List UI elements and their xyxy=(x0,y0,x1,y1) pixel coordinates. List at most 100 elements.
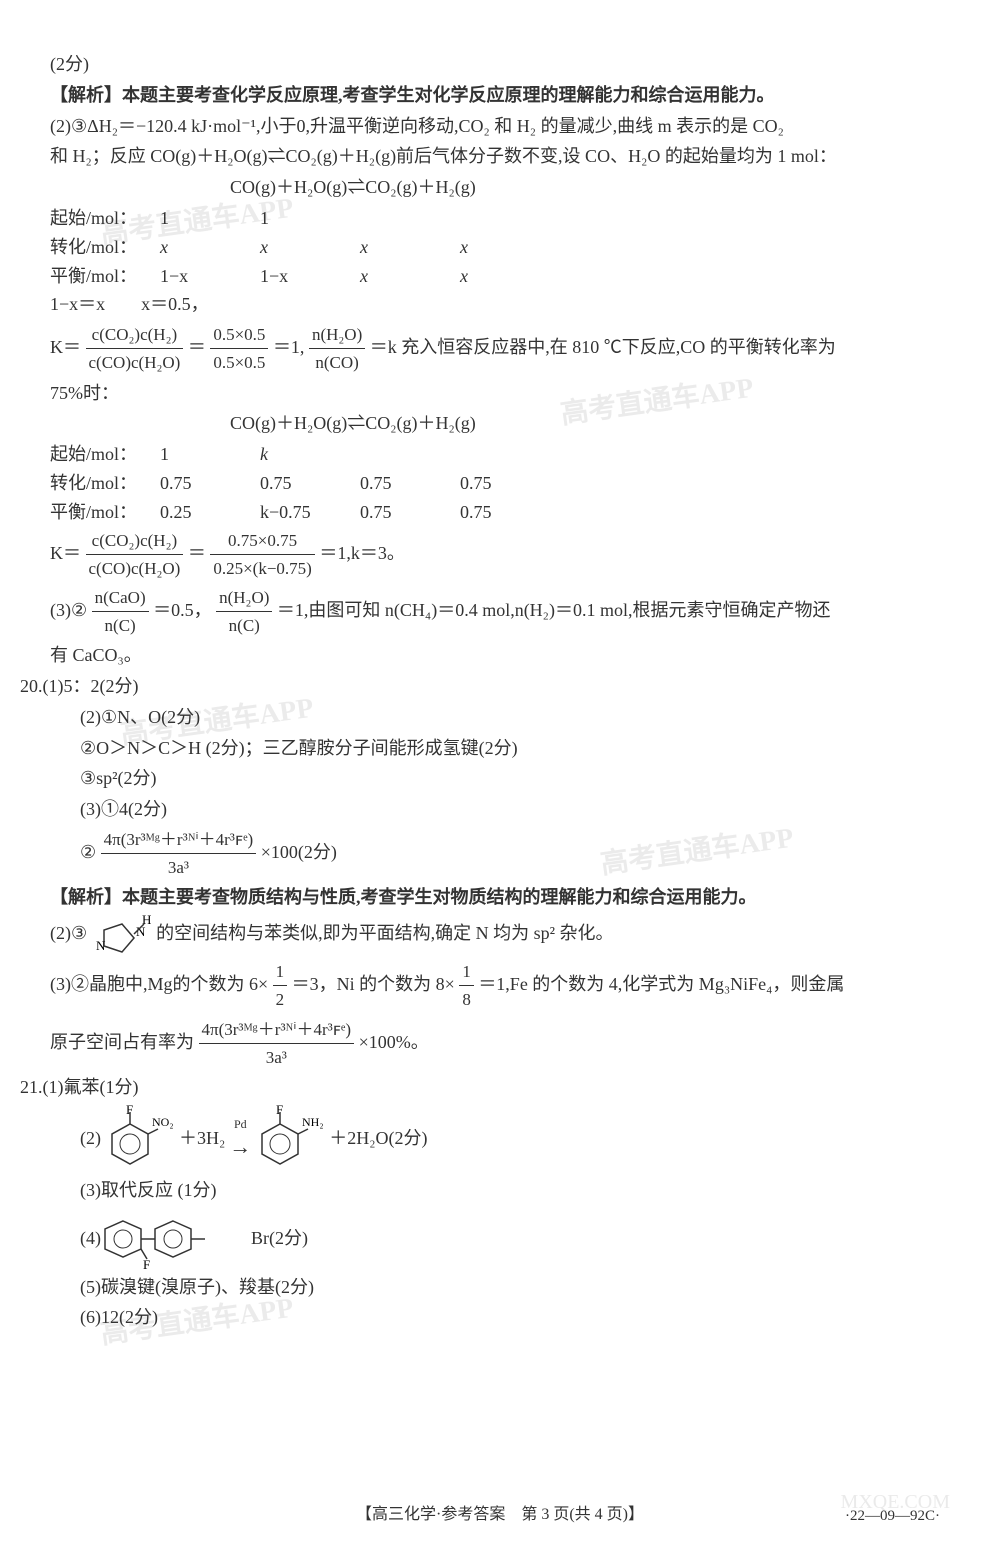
k-label: K＝ xyxy=(50,542,81,562)
cell xyxy=(360,440,460,469)
analysis-heading: 【解析】本题主要考查化学反应原理,考查学生对化学反应原理的理解能力和综合运用能力… xyxy=(50,81,950,110)
cell: 0.75 xyxy=(460,469,560,498)
text: (3)② xyxy=(50,600,87,620)
table-row: 平衡/mol： 1−x 1−x x x xyxy=(50,262,950,291)
atom-label: NO₂ xyxy=(152,1115,174,1129)
fraction: 4π(3r³ᴹᵍ＋r³ᴺⁱ＋4r³ꜰᵉ)3a³ xyxy=(199,1016,355,1071)
frac-num: 0.5×0.5 xyxy=(210,321,268,349)
frac-num: n(CaO) xyxy=(92,584,149,612)
text: ② xyxy=(80,842,96,862)
k-label: K＝ xyxy=(50,337,81,357)
text: ＋2H₂O(2分) xyxy=(329,1124,427,1153)
equals: ＝ xyxy=(188,542,206,562)
fraction: n(CaO)n(C) xyxy=(92,584,149,639)
q20-3-2: ② 4π(3r³ᴹᵍ＋r³ᴺⁱ＋4r³ꜰᵉ)3a³ ×100(2分) xyxy=(50,826,950,881)
frac-den: 0.5×0.5 xyxy=(210,349,268,376)
cell: x xyxy=(360,262,460,291)
frac-num: 1 xyxy=(273,958,288,986)
cell: 0.25 xyxy=(160,498,260,527)
fraction: 4π(3r³ᴹᵍ＋r³ᴺⁱ＋4r³ꜰᵉ)3a³ xyxy=(101,826,257,881)
text: (2)③ xyxy=(50,923,87,943)
cell xyxy=(360,204,460,233)
cell: x xyxy=(460,233,560,262)
frac-num: 4π(3r³ᴹᵍ＋r³ᴺⁱ＋4r³ꜰᵉ) xyxy=(101,826,257,854)
table-row: 平衡/mol： 0.25 k−0.75 0.75 0.75 xyxy=(50,498,950,527)
atom-label: F xyxy=(126,1104,133,1117)
atom-label: F xyxy=(143,1257,150,1271)
frac-den: n(C) xyxy=(216,612,272,639)
text: Br(2分) xyxy=(251,1224,308,1253)
row-label: 平衡/mol： xyxy=(50,498,160,527)
cell: x xyxy=(460,262,560,291)
text: ＝1, xyxy=(273,337,305,357)
para: (3)② n(CaO)n(C) ＝0.5， n(H₂O)n(C) ＝1,由图可知… xyxy=(50,584,950,639)
frac-den: 2 xyxy=(273,986,288,1013)
solve-line: 1−x＝x x＝0.5， xyxy=(50,290,950,319)
analysis-heading: 【解析】本题主要考查物质结构与性质,考查学生对物质结构的理解能力和综合运用能力。 xyxy=(50,883,950,912)
q20-2-3: ③sp²(2分) xyxy=(50,764,950,793)
q20-analysis-3: 原子空间占有率为 4π(3r³ᴹᵍ＋r³ᴺⁱ＋4r³ꜰᵉ)3a³ ×100%。 xyxy=(50,1016,950,1071)
table-row: 转化/mol： 0.75 0.75 0.75 0.75 xyxy=(50,469,950,498)
row-label: 起始/mol： xyxy=(50,204,160,233)
cell: 0.75 xyxy=(360,469,460,498)
equation: CO(g)＋H₂O(g)⇌CO₂(g)＋H₂(g) xyxy=(50,409,950,438)
cell: 0.75 xyxy=(460,498,560,527)
frac-den: n(CO) xyxy=(309,349,365,376)
para: 有 CaCO₃。 xyxy=(50,641,950,670)
frac-num: c(CO₂)c(H₂) xyxy=(86,527,184,555)
fraction: 18 xyxy=(459,958,474,1013)
text: ＋3H₂ xyxy=(179,1124,225,1153)
fraction: 0.75×0.750.25×(k−0.75) xyxy=(210,527,315,582)
equation: CO(g)＋H₂O(g)⇌CO₂(g)＋H₂(g) xyxy=(50,173,950,202)
text: ＝3，Ni 的个数为 8× xyxy=(292,974,455,994)
cell: 0.75 xyxy=(160,469,260,498)
frac-den: 3a³ xyxy=(199,1044,355,1071)
row-label: 转化/mol： xyxy=(50,233,160,262)
frac-den: 3a³ xyxy=(101,854,257,881)
q20-3-1: (3)①4(2分) xyxy=(50,795,950,824)
score-line: (2分) xyxy=(50,50,950,79)
equals: ＝ xyxy=(188,337,206,357)
q20-1: 20.(1)5：2(2分) xyxy=(20,672,950,701)
text: 的空间结构与苯类似,即为平面结构,确定 N 均为 sp² 杂化。 xyxy=(156,923,613,943)
text: ＝1,k＝3。 xyxy=(319,542,405,562)
cell: x xyxy=(160,233,260,262)
para: (2)③ΔH₂＝−120.4 kJ·mol⁻¹,小于0,升温平衡逆向移动,CO₂… xyxy=(50,112,950,141)
k-equation: K＝ c(CO₂)c(H₂)c(CO)c(H₂O) ＝ 0.5×0.50.5×0… xyxy=(50,321,950,376)
page-footer-code: ·22—09—92C· xyxy=(845,1504,940,1528)
frac-num: n(H₂O) xyxy=(309,321,365,349)
text: ＝k 充入恒容反应器中,在 810 ℃下反应,CO 的平衡转化率为 xyxy=(370,337,836,357)
frac-den: 0.25×(k−0.75) xyxy=(210,555,315,582)
fraction: c(CO₂)c(H₂)c(CO)c(H₂O) xyxy=(86,321,184,376)
imidazole-icon: N N H xyxy=(92,914,152,956)
q21-2: (2) F NO₂ ＋3H₂ Pd → F NH₂ ＋2H₂O(2分) xyxy=(50,1104,950,1174)
text: (4) xyxy=(80,1224,101,1253)
cell: x xyxy=(260,233,360,262)
benzene-fnh2-icon: F NH₂ xyxy=(255,1104,325,1174)
cell: x xyxy=(360,233,460,262)
cell: 1−x xyxy=(160,262,260,291)
biphenyl-icon: F xyxy=(101,1207,251,1271)
frac-den: c(CO)c(H₂O) xyxy=(86,349,184,376)
q21-3: (3)取代反应 (1分) xyxy=(50,1176,950,1205)
fraction: c(CO₂)c(H₂)c(CO)c(H₂O) xyxy=(86,527,184,582)
cell xyxy=(460,204,560,233)
frac-num: c(CO₂)c(H₂) xyxy=(86,321,184,349)
benzene-fno2-icon: F NO₂ xyxy=(105,1104,175,1174)
q20-2-1: (2)①N、O(2分) xyxy=(50,703,950,732)
text: ＝1,由图可知 n(CH₄)＝0.4 mol,n(H₂)＝0.1 mol,根据元… xyxy=(277,600,831,620)
row-label: 平衡/mol： xyxy=(50,262,160,291)
q21-6: (6)12(2分) xyxy=(50,1303,950,1332)
text: (3)②晶胞中,Mg的个数为 6× xyxy=(50,974,268,994)
cell: k xyxy=(260,440,360,469)
text: ×100(2分) xyxy=(261,842,337,862)
text: 原子空间占有率为 xyxy=(50,1031,194,1051)
frac-den: 8 xyxy=(459,986,474,1013)
cell: 0.75 xyxy=(360,498,460,527)
atom-label: F xyxy=(276,1104,283,1117)
cell: 1 xyxy=(160,440,260,469)
cell: 1−x xyxy=(260,262,360,291)
cell xyxy=(460,440,560,469)
para: 75%时： xyxy=(50,379,950,408)
text: ×100%。 xyxy=(359,1031,429,1051)
